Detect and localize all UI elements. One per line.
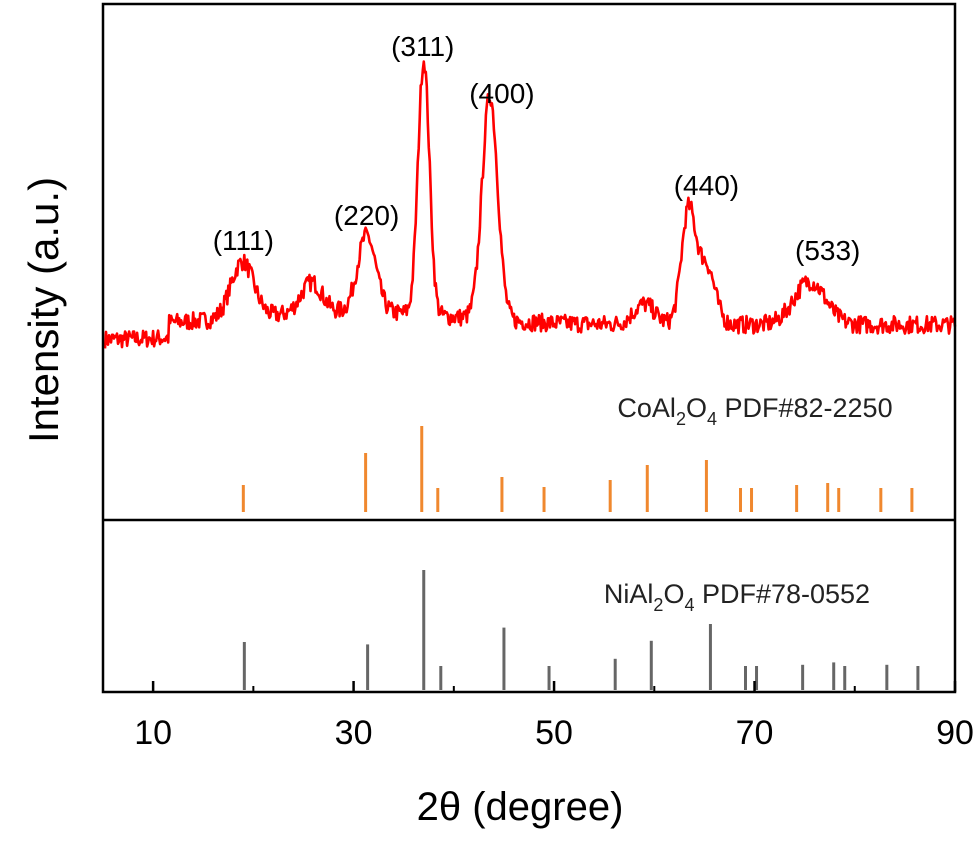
reference-label-coal2o4: CoAl2O4 PDF#82-2250 — [617, 393, 892, 429]
peak-label: (440) — [674, 170, 739, 201]
x-tick-label: 70 — [736, 714, 774, 752]
peak-labels: (111) (220) (311) (400) (440) (533) — [213, 31, 861, 266]
xrd-pattern-line — [103, 60, 957, 349]
peak-label: (111) — [213, 225, 274, 256]
x-axis-title: 2θ (degree) — [417, 785, 624, 829]
peak-label: (400) — [469, 78, 534, 109]
x-axis: 10 30 50 70 90 — [134, 681, 974, 752]
peak-label: (220) — [334, 200, 399, 231]
x-tick-label: 10 — [134, 714, 172, 752]
peak-label: (311) — [391, 31, 454, 62]
reference-label-nial2o4: NiAl2O4 PDF#78-0552 — [604, 579, 870, 615]
plot-frame — [101, 2, 957, 694]
y-axis-title: Intensity (a.u.) — [20, 177, 67, 443]
reference-patterns — [241, 426, 920, 690]
x-tick-label: 90 — [936, 714, 974, 752]
x-tick-label: 50 — [535, 714, 573, 752]
x-tick-label: 30 — [335, 714, 373, 752]
xrd-pattern — [103, 60, 957, 349]
peak-label: (533) — [795, 235, 860, 266]
